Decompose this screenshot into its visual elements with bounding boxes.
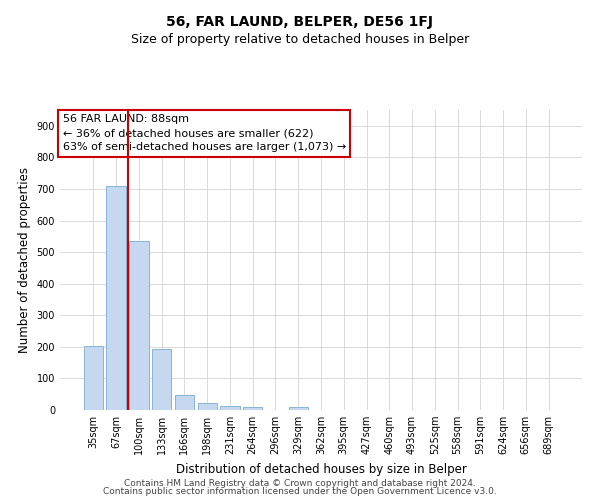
Bar bbox=[175, 396, 194, 410]
Bar bbox=[106, 186, 126, 410]
Bar bbox=[220, 406, 239, 410]
Text: 56, FAR LAUND, BELPER, DE56 1FJ: 56, FAR LAUND, BELPER, DE56 1FJ bbox=[167, 15, 433, 29]
Text: Size of property relative to detached houses in Belper: Size of property relative to detached ho… bbox=[131, 32, 469, 46]
Y-axis label: Number of detached properties: Number of detached properties bbox=[18, 167, 31, 353]
Text: Contains HM Land Registry data © Crown copyright and database right 2024.: Contains HM Land Registry data © Crown c… bbox=[124, 478, 476, 488]
X-axis label: Distribution of detached houses by size in Belper: Distribution of detached houses by size … bbox=[176, 462, 466, 475]
Bar bbox=[243, 407, 262, 410]
Bar bbox=[197, 403, 217, 410]
Bar bbox=[129, 241, 149, 410]
Bar bbox=[289, 408, 308, 410]
Text: Contains public sector information licensed under the Open Government Licence v3: Contains public sector information licen… bbox=[103, 487, 497, 496]
Text: 56 FAR LAUND: 88sqm
← 36% of detached houses are smaller (622)
63% of semi-detac: 56 FAR LAUND: 88sqm ← 36% of detached ho… bbox=[62, 114, 346, 152]
Bar bbox=[84, 346, 103, 410]
Bar bbox=[152, 349, 172, 410]
